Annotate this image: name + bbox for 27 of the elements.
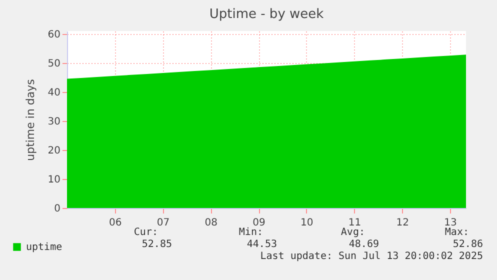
y-tick-label: 0 — [54, 204, 60, 214]
y-tick-label: 10 — [48, 174, 60, 186]
x-tick-label: 06 — [109, 218, 122, 228]
text: 44.53 — [246, 239, 277, 250]
text: Max: — [444, 227, 469, 238]
y-tick-label: 30 — [48, 116, 60, 128]
text: Cur: — [134, 227, 158, 238]
x-tick-label: 12 — [396, 218, 410, 228]
y-axis-title: uptime in days — [24, 78, 37, 161]
y-tick-label: 20 — [48, 145, 60, 156]
y-tick-label: 60 — [48, 29, 60, 40]
x-tick-label: 10 — [300, 218, 314, 228]
x-tick-label: 11 — [348, 218, 362, 228]
text: Last update: Sun Jul 13 20:00:02 2025 — [260, 251, 483, 262]
text: 52.86 — [452, 239, 483, 250]
legend-label: uptime — [26, 242, 62, 253]
text: 48.69 — [348, 239, 379, 250]
x-tick-label: 13 — [444, 218, 457, 228]
x-tick-label: 07 — [156, 218, 170, 228]
chart-title: Uptime - by week — [209, 6, 324, 22]
y-tick-label: 50 — [48, 58, 60, 70]
text: Min: — [238, 227, 263, 238]
text: 52.85 — [142, 239, 172, 250]
y-tick-label: 40 — [48, 87, 60, 98]
x-tick-label: 08 — [204, 218, 218, 228]
x-tick-label: 09 — [252, 218, 266, 228]
text: Avg: — [340, 227, 365, 238]
